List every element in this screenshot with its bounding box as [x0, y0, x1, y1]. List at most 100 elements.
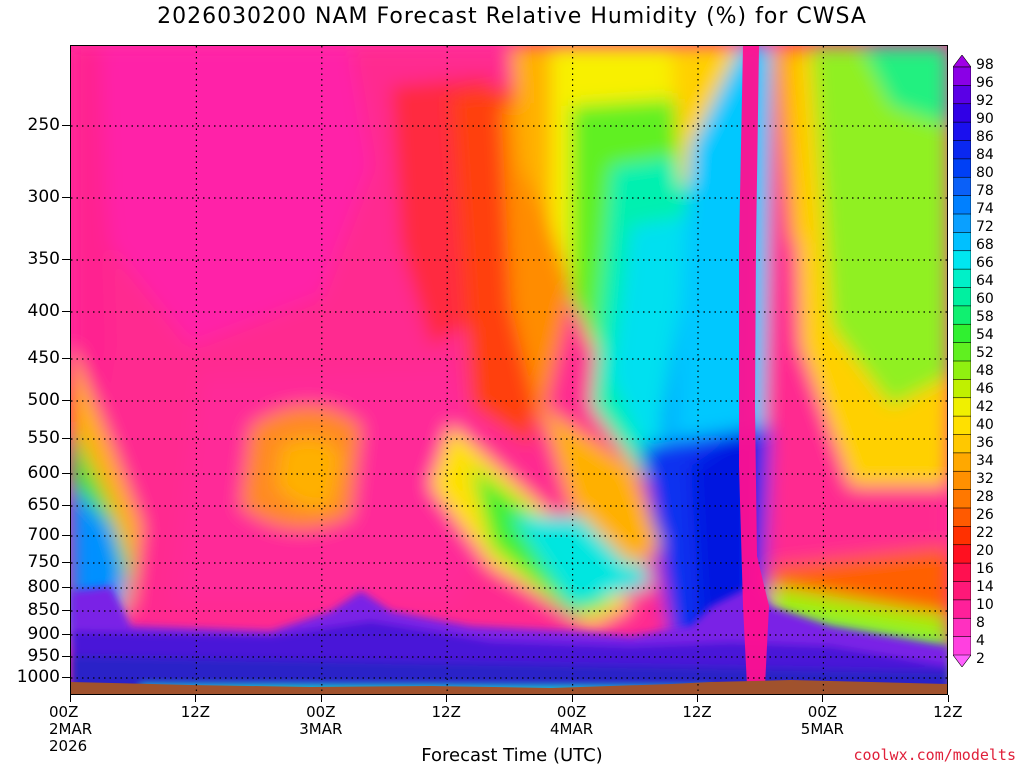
x-tick-text: 4MAR	[550, 720, 594, 738]
colorbar-label-78: 78	[976, 183, 994, 199]
x-tick-text: 00Z	[807, 703, 838, 721]
colorbar-swatch-8	[953, 617, 971, 638]
y-tick-label-600: 600	[27, 463, 60, 483]
y-tick-mark	[62, 505, 70, 506]
colorbar-label-80: 80	[976, 165, 994, 181]
x-tick-text: 3MAR	[299, 720, 343, 738]
colorbar-swatch-72	[953, 213, 971, 234]
x-tick-text: 12Z	[431, 703, 461, 721]
x-tick-text: 2026	[49, 737, 88, 755]
colorbar-swatch-34	[953, 452, 971, 473]
x-tick-text: 12Z	[180, 703, 211, 721]
x-tick-mark	[697, 695, 698, 702]
colorbar-swatch-22	[953, 526, 971, 546]
x-axis-title: Forecast Time (UTC)	[421, 745, 603, 766]
y-tick-label-350: 350	[27, 249, 60, 269]
x-tick-label-6: 00Z 5MAR	[787, 704, 857, 738]
y-tick-mark	[62, 634, 70, 635]
x-tick-label-0: 00Z 2MAR 2026	[49, 704, 119, 755]
colorbar-swatch-78	[953, 176, 971, 197]
colorbar-label-86: 86	[976, 129, 994, 145]
colorbar-label-28: 28	[976, 489, 994, 505]
colorbar-swatch-20	[953, 544, 971, 564]
x-tick-text: 5MAR	[800, 720, 844, 738]
y-tick-mark	[62, 535, 70, 536]
colorbar	[953, 55, 971, 667]
colorbar-swatch-48	[953, 360, 971, 381]
y-tick-label-500: 500	[27, 390, 60, 410]
colorbar-label-54: 54	[976, 327, 994, 343]
colorbar-label-60: 60	[976, 291, 994, 307]
y-tick-mark	[62, 656, 70, 657]
y-tick-mark	[62, 125, 70, 126]
y-tick-mark	[62, 259, 70, 260]
colorbar-swatch-90	[953, 103, 971, 123]
colorbar-swatch-32	[953, 470, 971, 491]
colorbar-label-68: 68	[976, 237, 994, 253]
colorbar-swatch-36	[953, 434, 971, 454]
y-tick-label-1000: 1000	[16, 667, 60, 687]
colorbar-label-74: 74	[976, 201, 994, 217]
colorbar-label-40: 40	[976, 417, 994, 433]
y-tick-label-300: 300	[27, 187, 60, 207]
colorbar-swatch-52	[953, 342, 971, 362]
y-tick-mark	[62, 473, 70, 474]
y-tick-label-800: 800	[27, 577, 60, 597]
y-tick-mark	[62, 311, 70, 312]
colorbar-swatch-2	[953, 654, 971, 667]
colorbar-label-72: 72	[976, 219, 994, 235]
colorbar-label-2: 2	[976, 651, 985, 667]
colorbar-label-42: 42	[976, 399, 994, 415]
y-tick-label-900: 900	[27, 624, 60, 644]
y-tick-label-650: 650	[27, 495, 60, 515]
y-tick-mark	[62, 400, 70, 401]
colorbar-swatch-16	[953, 562, 971, 583]
y-tick-label-950: 950	[27, 646, 60, 666]
colorbar-swatch-64	[953, 268, 971, 289]
x-tick-text: 2MAR	[49, 720, 93, 738]
y-tick-label-450: 450	[27, 348, 60, 368]
x-tick-label-2: 00Z 3MAR	[286, 704, 356, 738]
y-tick-label-400: 400	[27, 301, 60, 321]
colorbar-label-98: 98	[976, 57, 994, 73]
colorbar-label-22: 22	[976, 525, 994, 541]
y-tick-label-750: 750	[27, 552, 60, 572]
y-tick-mark	[62, 438, 70, 439]
x-tick-text: 00Z	[49, 703, 79, 721]
colorbar-swatch-86	[953, 121, 971, 142]
colorbar-label-84: 84	[976, 147, 994, 163]
colorbar-swatch-10	[953, 599, 971, 620]
y-tick-mark	[62, 562, 70, 563]
colorbar-swatch-96	[953, 66, 971, 87]
rh-heatmap	[71, 46, 947, 694]
credit-text[interactable]: coolwx.com/modelts	[853, 746, 1016, 764]
colorbar-swatch-40	[953, 415, 971, 436]
colorbar-label-92: 92	[976, 93, 994, 109]
y-tick-label-250: 250	[27, 115, 60, 135]
x-tick-mark	[320, 695, 322, 702]
x-tick-mark	[571, 695, 573, 702]
colorbar-swatch-74	[953, 195, 971, 215]
colorbar-swatch-80	[953, 158, 971, 179]
x-tick-label-3: 12Z	[411, 704, 481, 721]
colorbar-label-52: 52	[976, 345, 994, 361]
x-tick-text: 00Z	[556, 703, 587, 721]
y-tick-mark	[62, 358, 70, 359]
x-tick-label-7: 12Z	[913, 704, 983, 721]
colorbar-swatch-14	[953, 581, 971, 601]
colorbar-swatch-98	[953, 55, 971, 68]
colorbar-label-20: 20	[976, 543, 994, 559]
y-tick-label-850: 850	[27, 600, 60, 620]
y-tick-label-550: 550	[27, 428, 60, 448]
colorbar-label-34: 34	[976, 453, 994, 469]
x-tick-text: 12Z	[933, 703, 963, 721]
x-tick-text: 00Z	[306, 703, 336, 721]
colorbar-label-16: 16	[976, 561, 994, 577]
colorbar-label-8: 8	[976, 615, 985, 631]
colorbar-swatch-68	[953, 232, 971, 252]
colorbar-label-4: 4	[976, 633, 985, 649]
x-tick-label-4: 00Z 4MAR	[537, 704, 607, 738]
colorbar-swatch-4	[953, 636, 971, 656]
colorbar-swatch-26	[953, 507, 971, 528]
colorbar-swatch-60	[953, 287, 971, 307]
